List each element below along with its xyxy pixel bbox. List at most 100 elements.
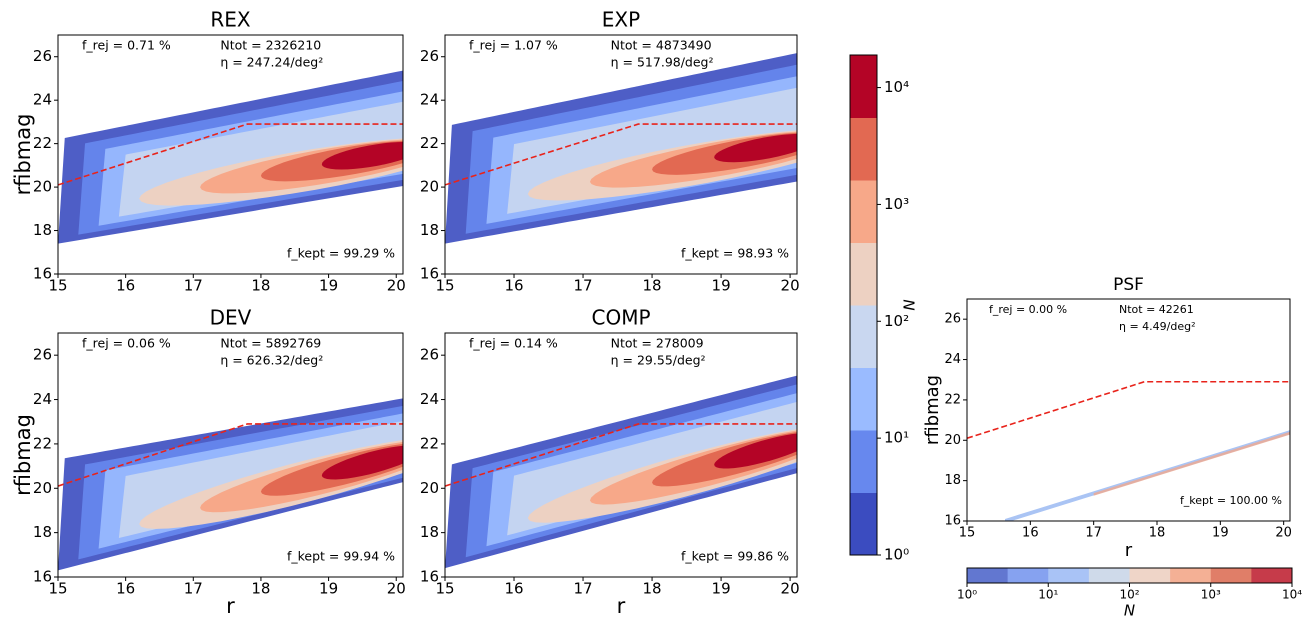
x-tick-label: 17 (573, 277, 592, 295)
ntot: Ntot = 4873490 (611, 38, 712, 53)
x-tick-label: 19 (319, 580, 338, 598)
x-tick-label: 15 (435, 277, 454, 295)
colorbar-bin (1129, 568, 1171, 583)
eta: η = 29.55/deg² (611, 353, 706, 368)
f-rej: f_rej = 0.71 % (82, 38, 171, 53)
y-tick-label: 22 (420, 434, 439, 452)
y-axis-label: rfibmag (11, 414, 35, 496)
x-tick-label: 20 (387, 277, 406, 295)
colorbar-tick-label: 10⁴ (1282, 588, 1302, 602)
y-tick-label: 26 (33, 346, 52, 364)
y-tick-label: 18 (33, 221, 52, 239)
y-tick-label: 22 (420, 134, 439, 152)
y-tick-label: 26 (420, 47, 439, 65)
colorbar-bin (1210, 568, 1252, 583)
colorbar-tick-label: 10² (1119, 588, 1139, 602)
y-tick-label: 20 (944, 433, 961, 448)
colorbar-bin (850, 55, 877, 118)
x-tick-label: 15 (435, 580, 454, 598)
ntot: Ntot = 2326210 (220, 38, 321, 53)
y-tick-label: 18 (420, 221, 439, 239)
density (445, 53, 797, 244)
colorbar-tick-label: 10¹ (1038, 588, 1058, 602)
colorbar-bin (850, 430, 877, 493)
y-tick-label: 24 (33, 91, 52, 109)
colorbar-tick-label: 10² (884, 312, 909, 330)
y-tick-label: 24 (420, 91, 439, 109)
y-tick-label: 18 (33, 523, 52, 541)
y-tick-label: 22 (33, 434, 52, 452)
colorbar-tick-label: 10⁴ (884, 78, 909, 96)
x-tick-label: 15 (48, 277, 67, 295)
density-region (714, 433, 797, 469)
cut-line (445, 423, 797, 487)
y-axis-label: rfibmag (922, 375, 943, 445)
x-tick-label: 19 (712, 277, 731, 295)
colorbar-frame (849, 54, 878, 556)
colorbar-bin (1048, 568, 1090, 583)
x-tick-label: 19 (712, 580, 731, 598)
f-rej: f_rej = 0.14 % (469, 336, 558, 351)
plot-frame (57, 332, 404, 578)
y-tick-label: 16 (33, 568, 52, 586)
x-tick-label: 18 (1149, 526, 1166, 541)
cut-line (445, 123, 797, 186)
ntot: Ntot = 42261 (1119, 303, 1194, 316)
colorbar-bin (850, 242, 877, 306)
y-tick-label: 16 (420, 568, 439, 586)
eta: η = 4.49/deg² (1119, 320, 1196, 333)
colorbar-tick-label: 10⁰ (957, 588, 977, 602)
x-tick-label: 16 (504, 277, 523, 295)
x-axis-label: r (226, 594, 235, 617)
y-tick-label: 20 (420, 479, 439, 497)
colorbar-bin (1007, 568, 1049, 583)
f-rej: f_rej = 0.06 % (82, 336, 171, 351)
x-tick-label: 17 (1085, 526, 1102, 541)
y-tick-label: 24 (944, 352, 961, 367)
ntot: Ntot = 278009 (611, 336, 704, 351)
density-region (1005, 430, 1290, 521)
f-kept: f_kept = 98.93 % (681, 246, 789, 261)
ntot: Ntot = 5892769 (220, 336, 321, 351)
cut-line (58, 423, 403, 487)
f-rej: f_rej = 0.00 % (989, 303, 1067, 316)
x-axis-label: r (1125, 540, 1133, 561)
colorbar-bin (850, 367, 877, 431)
y-tick-label: 18 (420, 523, 439, 541)
density (1005, 430, 1290, 521)
y-tick-label: 22 (33, 134, 52, 152)
colorbar-tick-label: 10³ (1201, 588, 1221, 602)
x-tick-label: 17 (184, 277, 203, 295)
cut-line (967, 380, 1290, 440)
plot-frame (966, 298, 1291, 522)
panel-title: PSF (1113, 275, 1144, 295)
colorbar-bin (1251, 568, 1293, 583)
colorbar-tick-label: 10¹ (884, 429, 909, 447)
colorbar-bin (1170, 568, 1212, 583)
x-tick-label: 18 (643, 580, 662, 598)
colorbar-label: N (900, 299, 918, 310)
panel-title: EXP (602, 8, 640, 32)
panel-title: DEV (210, 306, 252, 330)
f-kept: f_kept = 99.86 % (681, 549, 789, 564)
colorbar-label: N (1124, 602, 1135, 618)
density-region (1093, 431, 1290, 496)
colorbar-bin (850, 305, 877, 368)
x-tick-label: 19 (1212, 526, 1229, 541)
eta: η = 626.32/deg² (220, 353, 323, 368)
cut-line (58, 123, 403, 186)
y-tick-label: 26 (33, 47, 52, 65)
density (58, 70, 403, 244)
x-axis-label: r (617, 594, 626, 617)
colorbar-bin (850, 117, 877, 181)
panel-title: REX (210, 8, 251, 32)
y-tick-label: 26 (420, 346, 439, 364)
x-tick-label: 20 (781, 277, 800, 295)
f-kept: f_kept = 100.00 % (1180, 494, 1282, 507)
y-tick-label: 16 (944, 514, 961, 529)
x-tick-label: 16 (116, 277, 135, 295)
x-tick-label: 16 (1022, 526, 1039, 541)
x-tick-label: 18 (251, 580, 270, 598)
colorbar-tick-label: 10⁰ (884, 546, 909, 564)
